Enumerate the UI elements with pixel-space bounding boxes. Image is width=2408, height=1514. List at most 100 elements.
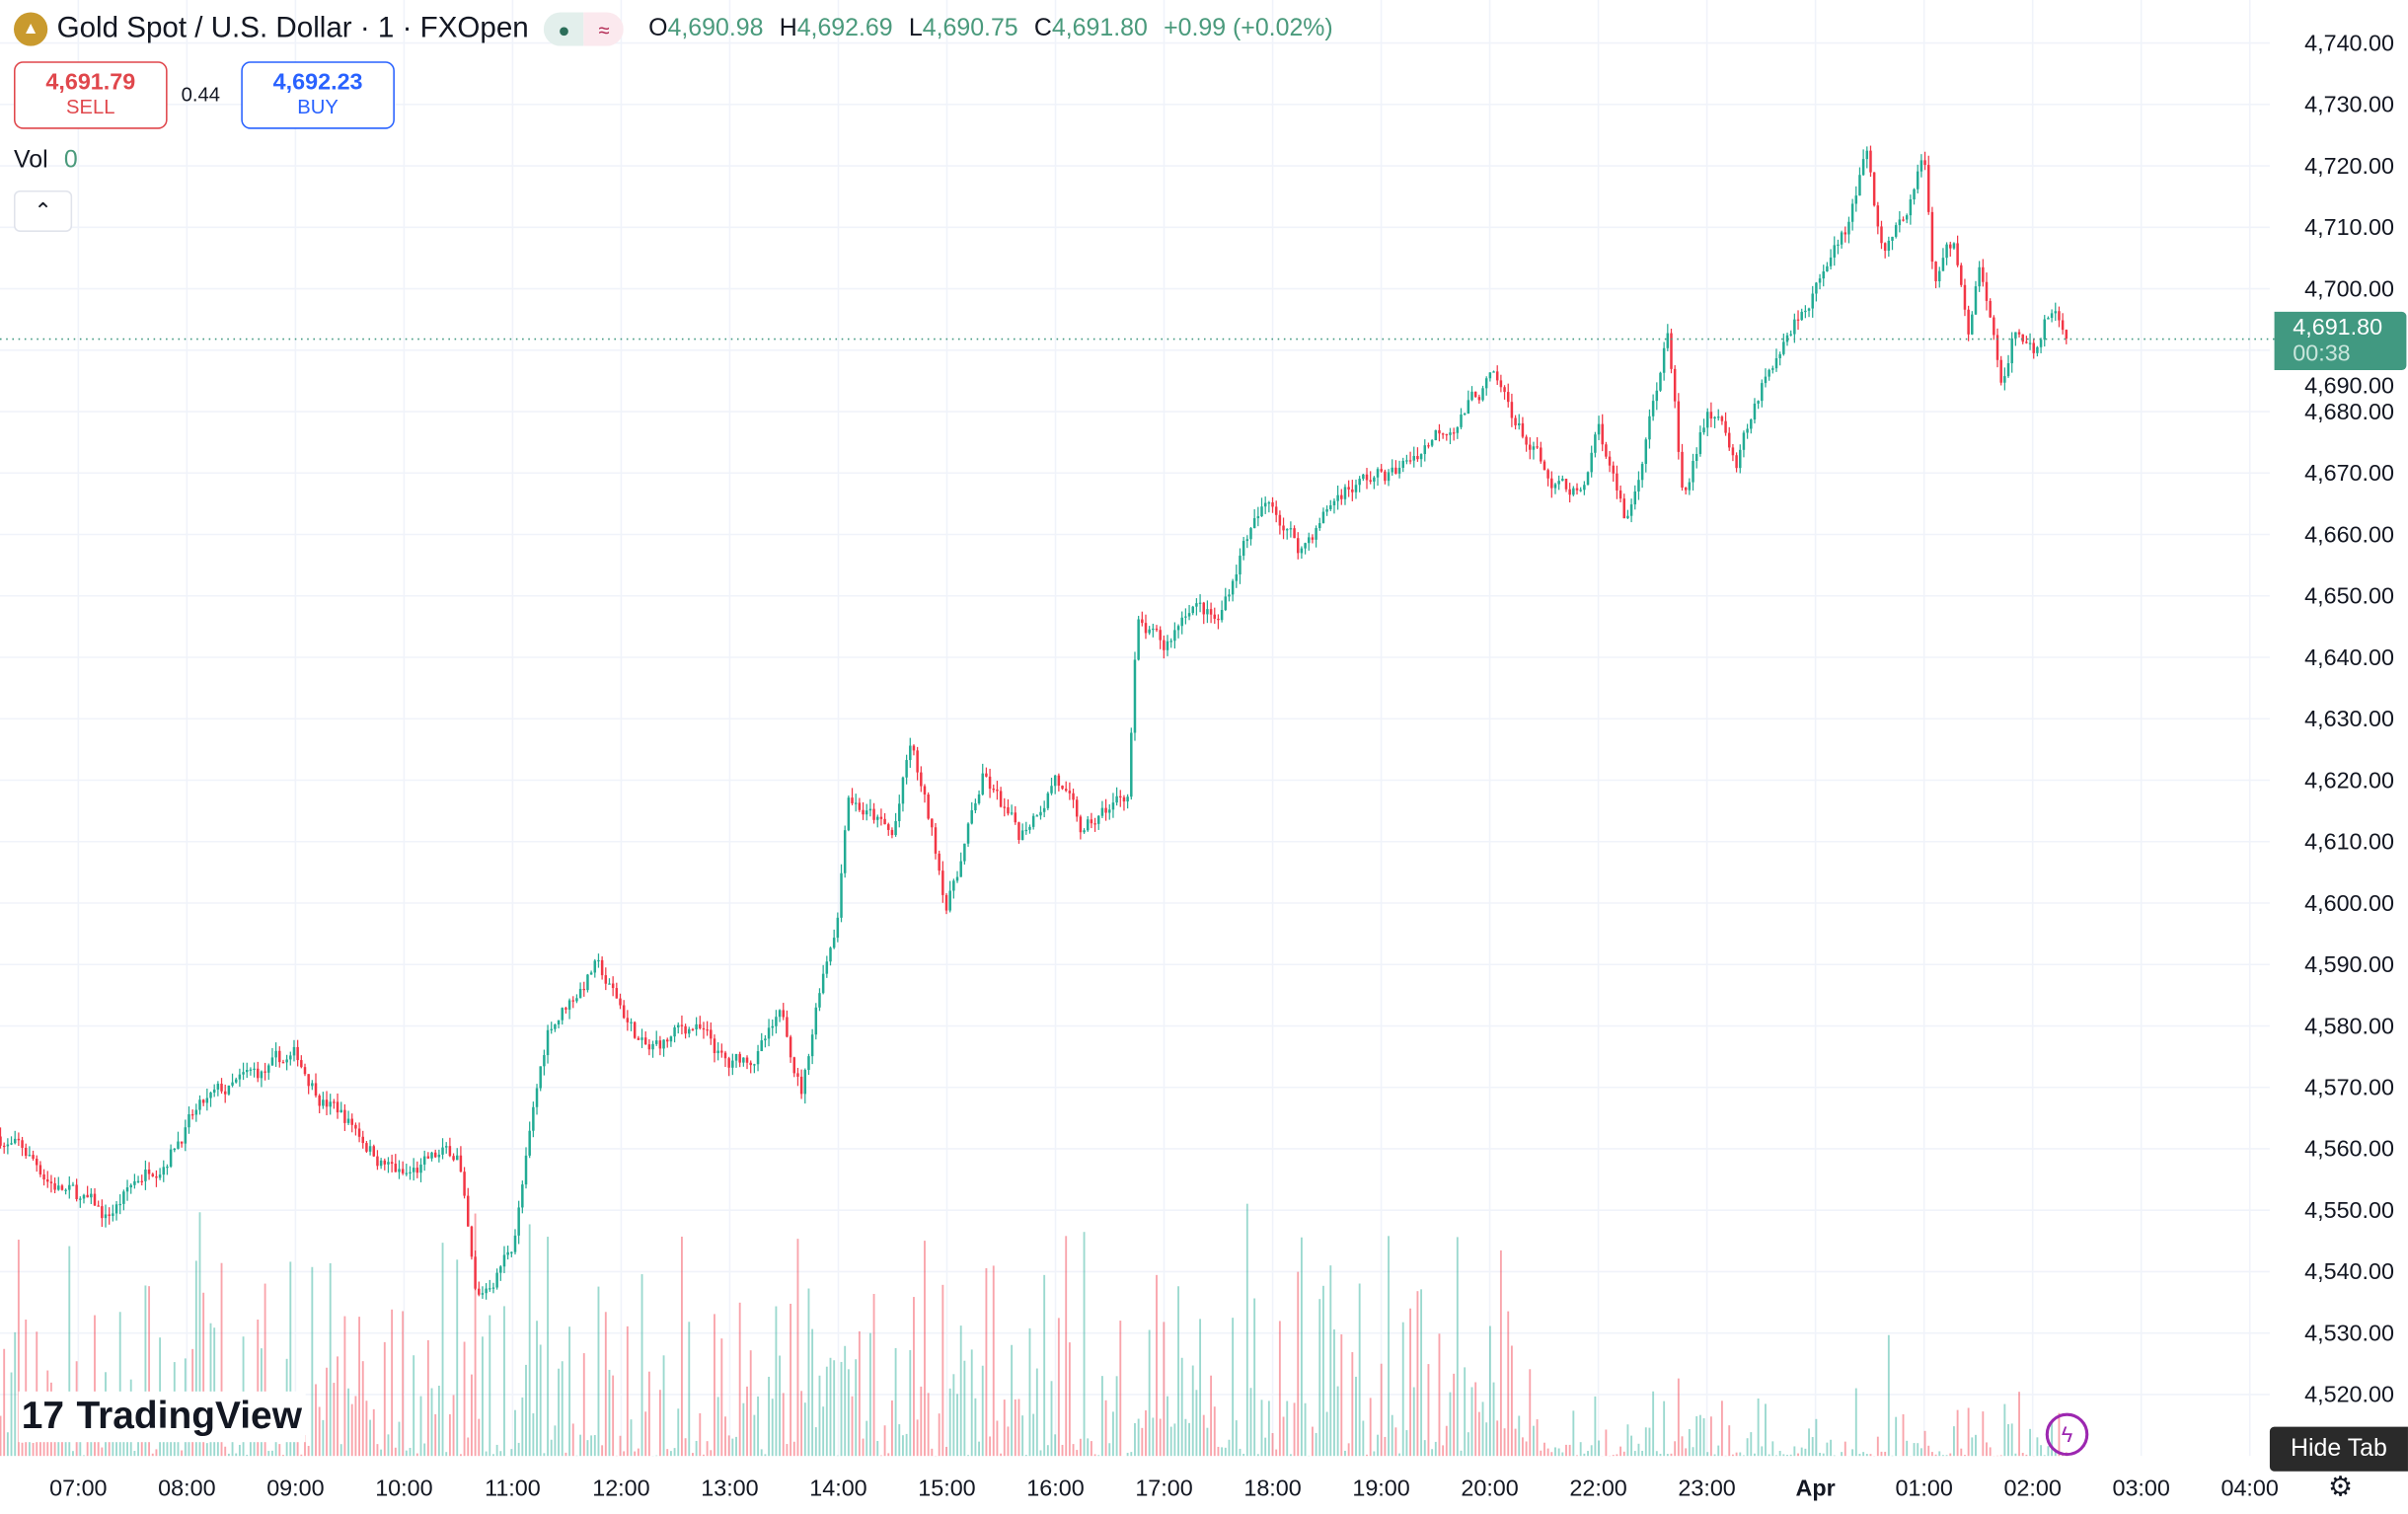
lightning-icon[interactable]: ϟ: [2045, 1412, 2089, 1457]
tradingview-logo[interactable]: 17 TradingView: [18, 1391, 306, 1443]
volume-bar: [985, 1267, 988, 1457]
candle-body: [658, 1040, 662, 1049]
x-tick-label: 22:00: [1569, 1476, 1626, 1501]
candle-body: [49, 1181, 53, 1183]
volume-bar: [1622, 1451, 1625, 1457]
volume-bar: [495, 1444, 498, 1457]
candle-body: [1271, 502, 1274, 507]
volume-bar: [1529, 1369, 1532, 1457]
y-tick-label: 4,560.00: [2304, 1136, 2394, 1162]
candle-body: [1308, 537, 1311, 544]
candle-body: [433, 1152, 437, 1158]
candle-body: [249, 1069, 253, 1071]
settings-gear-icon[interactable]: ⚙: [2328, 1471, 2354, 1502]
candle-body: [292, 1046, 296, 1056]
candle-body: [611, 983, 615, 989]
candle-body: [1245, 539, 1249, 542]
volume-bar: [1416, 1291, 1419, 1457]
symbol-title[interactable]: Gold Spot / U.S. Dollar · 1 · FXOpen: [56, 12, 529, 45]
candle-body: [941, 871, 944, 895]
candle-body: [242, 1072, 245, 1075]
volume-bar: [1811, 1437, 1814, 1457]
volume-bar: [405, 1450, 408, 1457]
candle-body: [1456, 426, 1460, 433]
volume-bar: [1579, 1442, 1582, 1457]
volume-bar: [714, 1314, 715, 1457]
candle-body: [948, 890, 951, 911]
volume-bar: [608, 1369, 611, 1457]
candle-body: [1242, 541, 1245, 557]
buy-button[interactable]: 4,692.23 BUY: [241, 61, 395, 129]
volume-bar: [1815, 1418, 1818, 1457]
volume-bar: [1011, 1344, 1014, 1457]
candle-body: [274, 1050, 277, 1058]
volume-bar: [1499, 1249, 1502, 1457]
candle-body: [1130, 732, 1133, 797]
volume-bar: [510, 1449, 513, 1457]
volume-bar: [1423, 1440, 1426, 1457]
volume-bar: [489, 1315, 491, 1457]
volume-bar: [1685, 1448, 1688, 1457]
candle-body: [93, 1193, 97, 1206]
volume-bar: [1953, 1426, 1955, 1457]
volume-bar: [1206, 1427, 1209, 1457]
volume-bar: [2036, 1437, 2039, 1457]
volume-bar: [1474, 1382, 1477, 1457]
volume-bar: [1115, 1376, 1118, 1457]
candle-body: [1159, 630, 1162, 641]
candle-body: [1068, 791, 1072, 794]
candle-body: [485, 1288, 488, 1294]
candle-body: [1441, 433, 1445, 435]
y-tick-label: 4,620.00: [2304, 767, 2394, 793]
candle-body: [1919, 160, 1923, 172]
candle-body: [184, 1127, 188, 1144]
x-tick-label: 19:00: [1352, 1476, 1409, 1501]
volume-bar: [1964, 1455, 1966, 1457]
low-label: L: [908, 15, 923, 42]
volume-bar: [318, 1406, 321, 1457]
candle-body: [680, 1024, 684, 1026]
candle-body: [1445, 433, 1449, 436]
candle-body: [455, 1155, 459, 1161]
candle-body: [1789, 334, 1792, 336]
volume-bar: [666, 1449, 669, 1457]
candle-body: [1601, 423, 1604, 445]
candle-body: [1739, 449, 1742, 469]
volume-bar: [1633, 1451, 1636, 1457]
status-pill[interactable]: ● ≈: [544, 12, 625, 46]
sell-button[interactable]: 4,691.79 SELL: [14, 61, 168, 129]
candle-body: [1187, 613, 1191, 617]
volume-bar: [731, 1438, 734, 1457]
candle-body: [398, 1169, 401, 1173]
volume-bar: [1232, 1318, 1235, 1457]
volume-bar: [257, 1319, 260, 1457]
volume-bar: [2025, 1454, 2028, 1457]
volume-bar: [437, 1386, 440, 1457]
candle-body: [71, 1184, 75, 1186]
candle-body: [35, 1159, 38, 1166]
candle-body: [1449, 432, 1452, 435]
sell-label: SELL: [66, 95, 115, 118]
volume-bar: [1079, 1438, 1082, 1457]
candle-body: [836, 917, 840, 939]
gold-icon: ▲: [14, 12, 48, 46]
candle-body: [1974, 286, 1978, 315]
volume-bar: [1906, 1440, 1909, 1457]
volume-bar: [1496, 1420, 1499, 1457]
delayed-data-icon: ≈: [583, 12, 625, 46]
volume-bar: [1431, 1449, 1434, 1457]
hide-tab-button[interactable]: Hide Tab: [2269, 1426, 2408, 1472]
candle-body: [491, 1287, 495, 1289]
candle-body: [1742, 432, 1746, 450]
candle-body: [1093, 823, 1096, 825]
volume-bar: [94, 1315, 96, 1457]
candle-body: [510, 1251, 513, 1253]
candle-body: [1575, 488, 1579, 491]
candle-body: [931, 818, 934, 828]
collapse-legend-button[interactable]: ⌃: [14, 189, 73, 232]
candle-body: [151, 1173, 155, 1176]
volume-bar: [394, 1447, 397, 1457]
candle-body: [517, 1207, 520, 1236]
candle-body: [851, 797, 854, 803]
